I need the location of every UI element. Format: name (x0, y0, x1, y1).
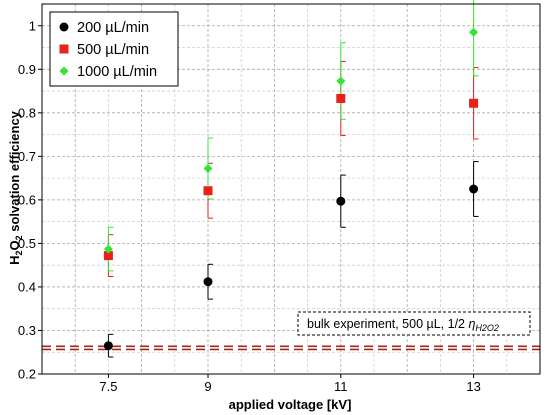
data-point (103, 341, 113, 351)
legend-label-200: 200 µL/min (77, 20, 149, 36)
data-point (469, 27, 479, 37)
legend-marker-500 (59, 44, 69, 54)
data-point (103, 244, 113, 254)
y-label-sub1: 2 (14, 251, 24, 256)
y-label-rest: solvation efficiency (7, 110, 22, 235)
annotation-prefix: bulk experiment, 500 µL, 1/2 (307, 317, 468, 331)
data-point (336, 76, 346, 86)
y-tick-label: 0.6 (18, 192, 36, 207)
y-tick-label: 1 (29, 18, 36, 33)
x-axis-label: applied voltage [kV] (229, 397, 352, 412)
plot-frame (41, 3, 541, 375)
ticks: 0.2 0.3 0.4 0.5 0.6 0.7 0.8 0.9 1 7.5 9 11 13 (18, 18, 481, 394)
y-tick-label: 0.8 (18, 105, 36, 120)
y-tick-label: 0.2 (18, 367, 36, 382)
legend-label-1000: 1000 µL/min (77, 64, 157, 80)
data-point (203, 164, 213, 174)
reference-line-group (42, 345, 540, 351)
y-tick-label: 0.9 (18, 62, 36, 77)
legend-box (49, 11, 179, 87)
data-point (336, 196, 346, 206)
y-label-o: O (7, 240, 22, 250)
y-label-sub2: 2 (14, 235, 24, 240)
annotation-text: bulk experiment, 500 µL, 1/2 ηH2O2 (307, 317, 499, 333)
y-tick-label: 0.5 (18, 236, 36, 251)
annotation-eta: η (468, 317, 475, 331)
x-tick-label: 13 (466, 379, 480, 394)
y-label-h: H (7, 256, 22, 265)
y-tick-label: 0.4 (18, 279, 36, 294)
data-point (103, 251, 113, 261)
legend-marker-200 (59, 22, 69, 32)
x-tick-label: 7.5 (99, 379, 117, 394)
grid (42, 3, 541, 375)
legend-label-500: 500 µL/min (77, 42, 149, 58)
legend-marker-1000 (59, 66, 69, 76)
y-tick-label: 0.7 (18, 149, 36, 164)
y-axis-label: H2O2 solvation efficiency (7, 110, 24, 265)
x-tick-label: 11 (334, 379, 348, 394)
data-point (203, 186, 213, 196)
legend: 200 µL/min 500 µL/min 1000 µL/min (49, 11, 179, 87)
data-point (203, 277, 213, 287)
annotation: bulk experiment, 500 µL, 1/2 ηH2O2 (297, 311, 531, 336)
annotation-box (297, 311, 531, 336)
y-tick-label: 0.3 (18, 323, 36, 338)
data-point (469, 184, 479, 194)
data-point (469, 98, 479, 108)
annotation-eta-subscript: H2O2 (475, 323, 499, 333)
data-layer (103, 0, 479, 358)
data-point (336, 93, 346, 103)
x-tick-label: 9 (204, 379, 211, 394)
